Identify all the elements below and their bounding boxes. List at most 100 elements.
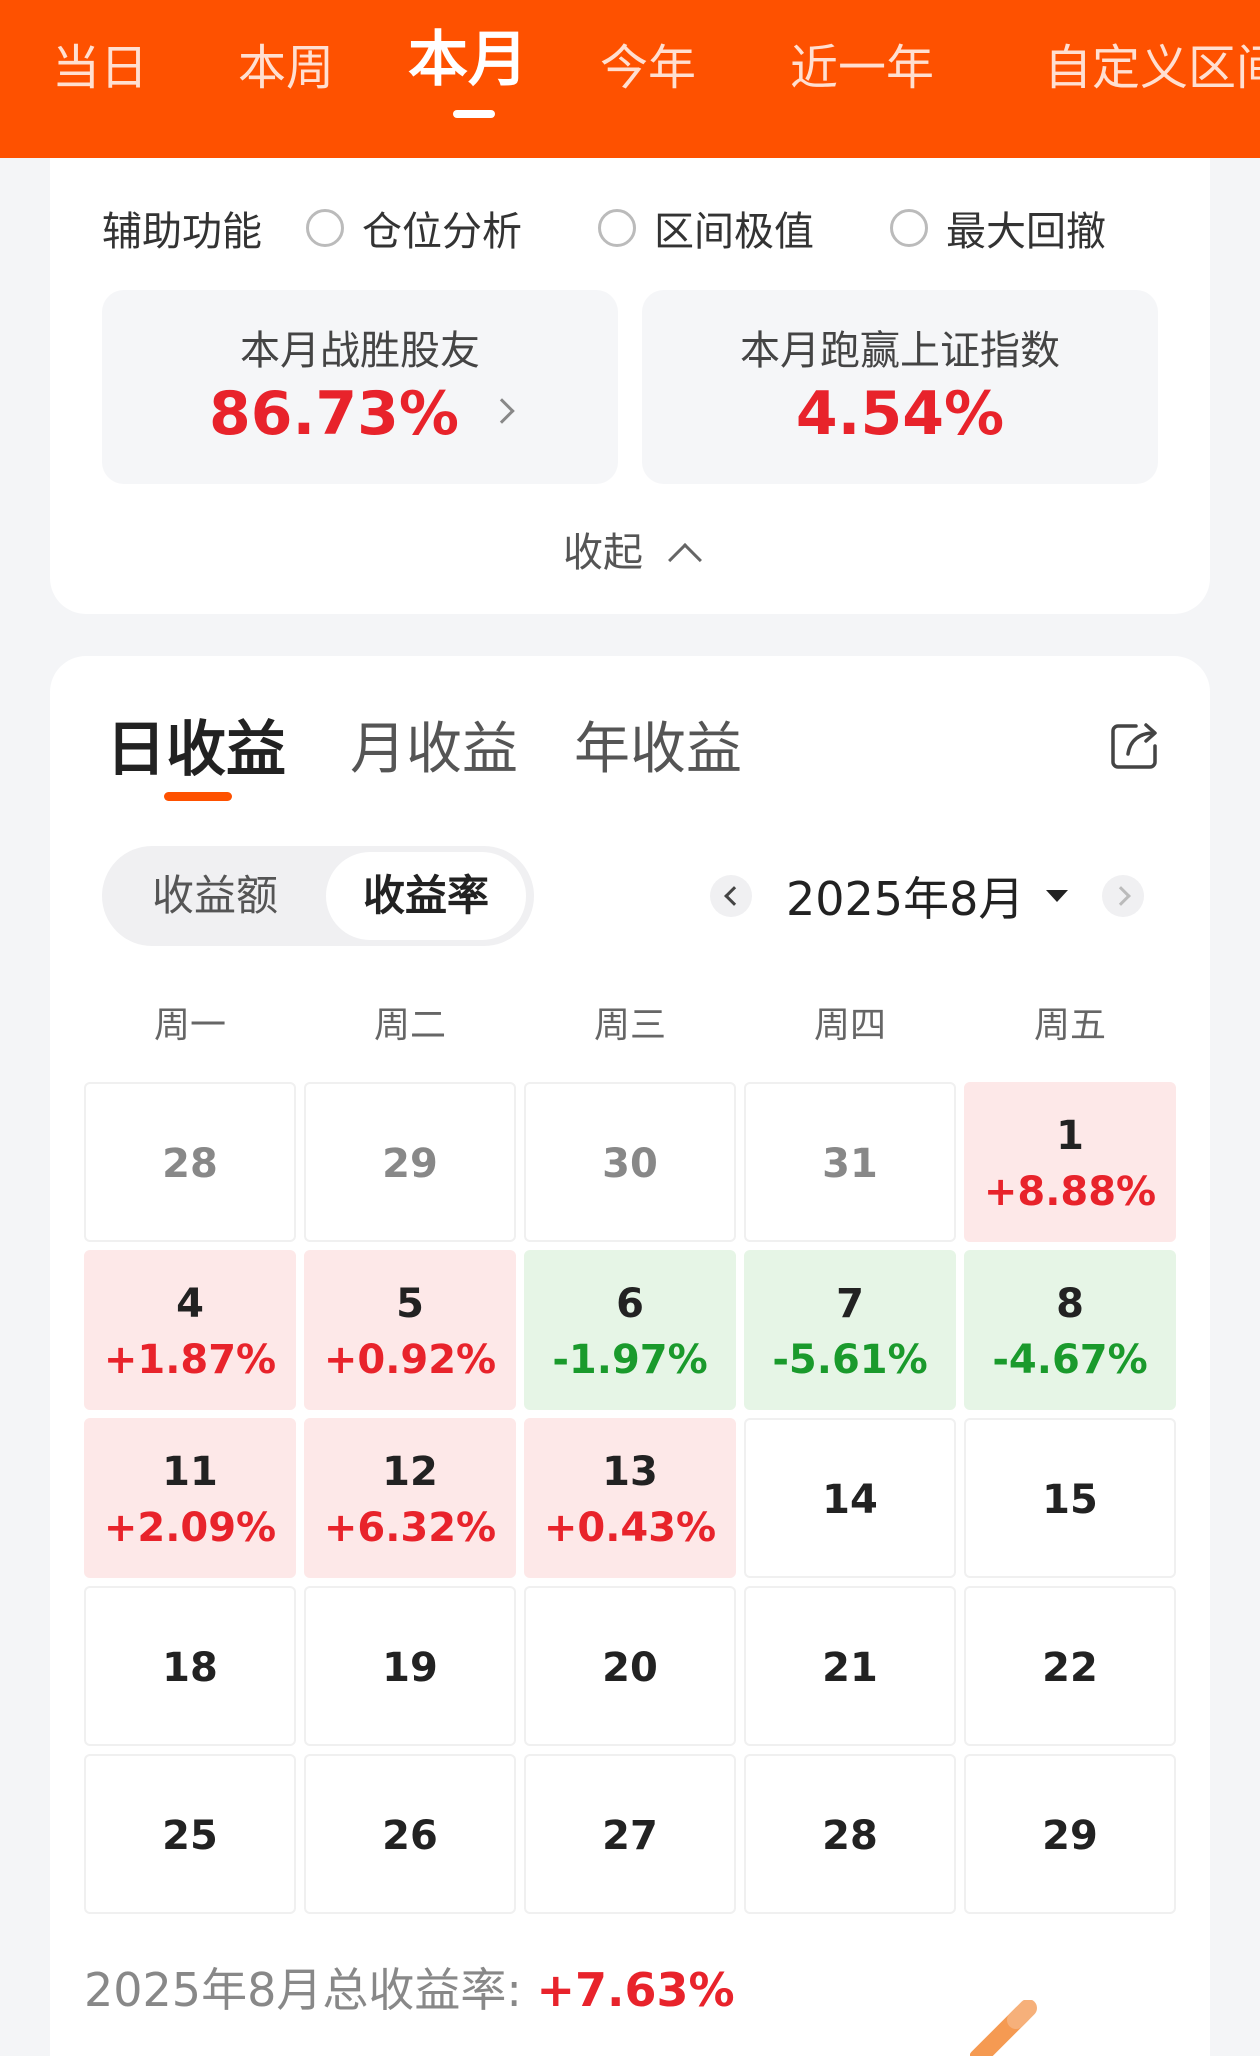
calendar-day-number: 1	[1056, 1113, 1084, 1159]
segment-rate[interactable]: 收益率	[326, 852, 526, 940]
calendar-day-cell[interactable]: 28	[744, 1754, 956, 1914]
calendar-day-cell[interactable]: 30	[524, 1082, 736, 1242]
calendar-day-number: 30	[602, 1141, 658, 1187]
calendar-day-number: 29	[1042, 1813, 1098, 1859]
calendar-day-number: 13	[602, 1449, 658, 1495]
calendar-day-number: 18	[162, 1645, 218, 1691]
weekday-mon: 周一	[153, 1005, 226, 1046]
calendar-day-return: +0.43%	[543, 1505, 717, 1551]
weekday-wed: 周三	[593, 1005, 666, 1046]
segment-amount[interactable]: 收益额	[151, 871, 278, 920]
radio-icon[interactable]	[890, 209, 928, 247]
calendar-day-number: 27	[602, 1813, 658, 1859]
calendar-day-number: 26	[382, 1813, 438, 1859]
returns-calendar-card: 日收益 月收益 年收益 收益额 收益率 2025年8月 周一 周二 周三 周四 …	[50, 656, 1210, 2056]
share-icon[interactable]	[1106, 718, 1162, 774]
calendar-day-cell[interactable]: 20	[524, 1586, 736, 1746]
caret-down-icon[interactable]	[1046, 890, 1069, 902]
calendar-day-cell[interactable]: 18	[84, 1586, 296, 1746]
option-position-analysis[interactable]: 仓位分析	[306, 199, 522, 257]
calendar-day-return: +6.32%	[323, 1505, 497, 1551]
tab-this-year[interactable]: 今年	[600, 40, 697, 96]
calendar-day-cell[interactable]: 13 +0.43%	[524, 1418, 736, 1578]
chevron-left-icon[interactable]	[710, 875, 752, 917]
calendar-day-number: 21	[822, 1645, 878, 1691]
calendar-day-cell[interactable]: 11 +2.09%	[84, 1418, 296, 1578]
radio-icon[interactable]	[306, 209, 344, 247]
collapse-button[interactable]: 收起	[50, 520, 1210, 578]
option-range-extremes[interactable]: 区间极值	[598, 199, 814, 257]
month-total-return: 2025年8月总收益率: +7.63%	[84, 1954, 735, 2020]
beat-friends-value-row: 86.73%	[102, 376, 618, 452]
calendar-day-cell[interactable]: 15	[964, 1418, 1176, 1578]
active-tab-indicator	[453, 110, 495, 118]
calendar-day-cell[interactable]: 29	[964, 1754, 1176, 1914]
calendar-day-return: -5.61%	[772, 1337, 928, 1383]
radio-icon[interactable]	[598, 209, 636, 247]
weekday-thu: 周四	[813, 1005, 886, 1046]
active-tab-indicator	[164, 792, 232, 801]
option-label: 仓位分析	[362, 209, 522, 255]
tab-this-week[interactable]: 本周	[238, 40, 335, 96]
calendar-day-cell[interactable]: 4 +1.87%	[84, 1250, 296, 1410]
calendar-day-cell[interactable]: 28	[84, 1082, 296, 1242]
chevron-right-icon[interactable]	[1102, 875, 1145, 917]
calendar-day-cell[interactable]: 26	[304, 1754, 516, 1914]
calendar-day-number: 5	[396, 1281, 424, 1327]
calendar-day-cell[interactable]: 5 +0.92%	[304, 1250, 516, 1410]
calendar-day-cell[interactable]: 12 +6.32%	[304, 1418, 516, 1578]
calendar-day-return: +1.87%	[103, 1337, 277, 1383]
month-navigator: 2025年8月	[710, 864, 1145, 928]
month-picker[interactable]: 2025年8月	[786, 872, 1025, 926]
calendar-day-return: +0.92%	[323, 1337, 497, 1383]
calendar-day-number: 31	[822, 1141, 878, 1187]
calendar-day-cell[interactable]: 29	[304, 1082, 516, 1242]
calendar-day-number: 8	[1056, 1281, 1084, 1327]
option-label: 区间极值	[654, 209, 814, 255]
calendar-day-cell[interactable]: 7 -5.61%	[744, 1250, 956, 1410]
total-label: 2025年8月总收益率:	[84, 1963, 522, 2017]
calendar-day-number: 7	[836, 1281, 864, 1327]
total-value: +7.63%	[536, 1963, 735, 2017]
tab-daily-returns[interactable]: 日收益	[106, 715, 286, 785]
calendar-day-cell[interactable]: 6 -1.97%	[524, 1250, 736, 1410]
aux-function-row: 辅助功能 仓位分析 区间极值 最大回撤	[102, 198, 1182, 258]
calendar-day-number: 19	[382, 1645, 438, 1691]
beat-friends-box[interactable]: 本月战胜股友 86.73%	[102, 290, 618, 484]
calendar-day-cell[interactable]: 22	[964, 1586, 1176, 1746]
calendar-day-number: 14	[822, 1477, 878, 1523]
calendar-day-number: 12	[382, 1449, 438, 1495]
tab-today[interactable]: 当日	[52, 40, 149, 96]
pencil-icon[interactable]	[970, 2000, 1042, 2056]
beat-index-box: 本月跑赢上证指数 4.54%	[642, 290, 1158, 484]
tab-yearly-returns[interactable]: 年收益	[574, 717, 742, 782]
calendar-day-number: 4	[176, 1281, 204, 1327]
calendar-day-return: +2.09%	[103, 1505, 277, 1551]
calendar-day-number: 20	[602, 1645, 658, 1691]
calendar-day-cell[interactable]: 19	[304, 1586, 516, 1746]
tab-monthly-returns[interactable]: 月收益	[350, 717, 518, 782]
calendar-day-cell[interactable]: 25	[84, 1754, 296, 1914]
beat-friends-label: 本月战胜股友	[240, 328, 480, 374]
beat-index-value: 4.54%	[795, 379, 1005, 449]
calendar-day-cell[interactable]: 27	[524, 1754, 736, 1914]
calendar-day-cell[interactable]: 21	[744, 1586, 956, 1746]
calendar-day-return: -1.97%	[552, 1337, 708, 1383]
calendar-day-cell[interactable]: 14	[744, 1418, 956, 1578]
calendar-day-return: +8.88%	[983, 1169, 1157, 1215]
calendar-day-return: -4.67%	[992, 1337, 1148, 1383]
tab-this-month[interactable]: 本月	[408, 25, 528, 95]
tab-custom-range[interactable]: 自定义区间	[1044, 40, 1260, 96]
calendar-day-number: 22	[1042, 1645, 1098, 1691]
beat-index-label: 本月跑赢上证指数	[740, 328, 1060, 374]
period-tab-bar: 当日 本周 本月 今年 近一年 自定义区间	[0, 0, 1260, 158]
calendar-day-cell[interactable]: 1 +8.88%	[964, 1082, 1176, 1242]
collapse-label: 收起	[563, 530, 643, 576]
calendar-day-cell[interactable]: 31	[744, 1082, 956, 1242]
chevron-up-icon	[668, 543, 702, 577]
beat-friends-value: 86.73%	[209, 379, 459, 449]
tab-last-year[interactable]: 近一年	[790, 40, 935, 96]
option-max-drawdown[interactable]: 最大回撤	[890, 199, 1106, 257]
calendar-day-cell[interactable]: 8 -4.67%	[964, 1250, 1176, 1410]
calendar-day-number: 6	[616, 1281, 644, 1327]
